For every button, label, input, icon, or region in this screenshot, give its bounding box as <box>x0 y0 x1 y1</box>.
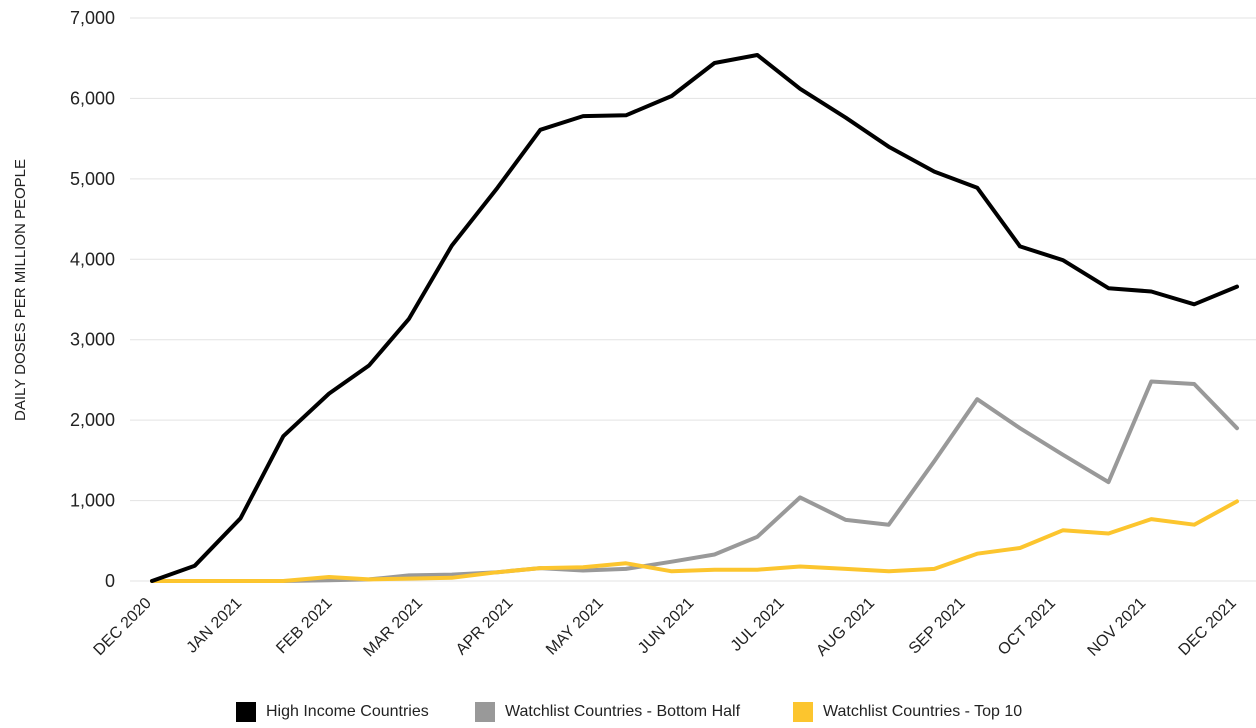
y-tick-label: 7,000 <box>70 8 115 28</box>
y-tick-label: 2,000 <box>70 410 115 430</box>
x-tick-label: JAN 2021 <box>184 595 246 657</box>
series-lines <box>150 53 1239 583</box>
x-tick-label: APR 2021 <box>453 595 517 659</box>
legend-swatch-high-income <box>236 702 256 722</box>
legend-item-high-income: High Income Countries <box>236 702 429 722</box>
x-tick-label: NOV 2021 <box>1085 595 1150 660</box>
y-tick-label: 1,000 <box>70 491 115 511</box>
y-axis-ticks: 0 1,000 2,000 3,000 4,000 5,000 6,000 7,000 <box>70 8 115 591</box>
chart-canvas: 0 1,000 2,000 3,000 4,000 5,000 6,000 7,000 DEC… <box>12 8 1256 661</box>
series-line-high-income-countries <box>150 53 1239 583</box>
y-tick-label: 4,000 <box>70 249 115 269</box>
legend-item-bottom-half: Watchlist Countries - Bottom Half <box>475 702 740 722</box>
x-tick-label: DEC 2021 <box>1176 595 1240 659</box>
x-tick-label: SEP 2021 <box>906 595 969 658</box>
y-tick-label: 5,000 <box>70 169 115 189</box>
legend-swatch-top-10 <box>793 702 813 722</box>
series-line-watchlist-countries-top-10 <box>150 499 1239 583</box>
x-tick-label: FEB 2021 <box>273 595 335 657</box>
legend-swatch-bottom-half <box>475 702 495 722</box>
x-tick-label: AUG 2021 <box>813 595 878 660</box>
legend-label-bottom-half: Watchlist Countries - Bottom Half <box>505 703 741 720</box>
y-tick-label: 3,000 <box>70 330 115 350</box>
legend-item-top-10: Watchlist Countries - Top 10 <box>793 702 1022 722</box>
x-axis-ticks: DEC 2020 JAN 2021 FEB 2021 MAR 2021 APR 2021… <box>91 595 1240 661</box>
x-tick-label: JUL 2021 <box>728 595 788 655</box>
legend-label-top-10: Watchlist Countries - Top 10 <box>823 703 1023 720</box>
legend: High Income Countries Watchlist Countrie… <box>0 702 1256 726</box>
x-tick-label: MAY 2021 <box>543 595 607 659</box>
legend-label-high-income: High Income Countries <box>266 703 429 720</box>
x-tick-label: DEC 2020 <box>91 595 155 659</box>
series-line-watchlist-countries-bottom-half <box>150 379 1239 583</box>
y-tick-label: 6,000 <box>70 88 115 108</box>
grid-lines <box>130 17 1256 582</box>
y-tick-label: 0 <box>105 571 115 591</box>
x-tick-label: OCT 2021 <box>995 595 1059 659</box>
y-axis-label: DAILY DOSES PER MILLION PEOPLE <box>12 159 29 421</box>
x-tick-label: JUN 2021 <box>635 595 697 657</box>
x-tick-label: MAR 2021 <box>361 595 427 661</box>
